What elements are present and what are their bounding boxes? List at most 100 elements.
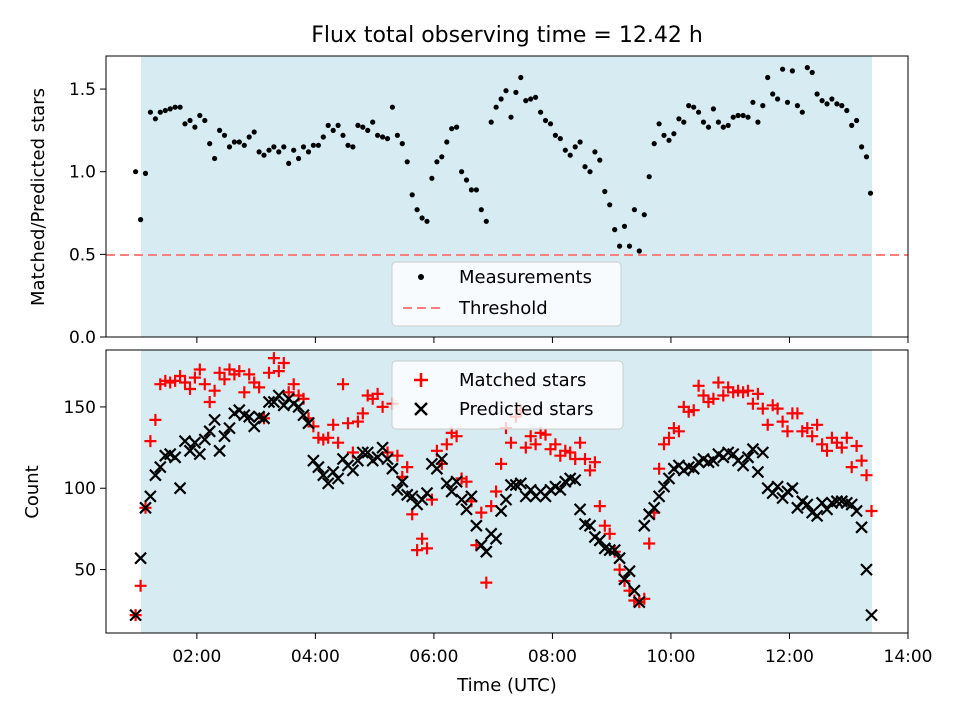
- measurement-point: [384, 136, 391, 142]
- predicted-star-point: [820, 503, 834, 516]
- matched-star-point: [746, 397, 759, 410]
- measurement-point: [355, 122, 361, 128]
- y-tick-label: 0.5: [69, 245, 96, 265]
- predicted-star-point: [657, 480, 671, 493]
- measurement-point: [152, 116, 158, 122]
- predicted-star-point: [317, 468, 330, 482]
- measurement-point: [867, 190, 874, 196]
- measurement-point: [404, 159, 410, 165]
- matched-star-point: [742, 384, 754, 397]
- matched-star-point: [529, 438, 542, 451]
- matched-star-point: [218, 373, 231, 386]
- measurement-point: [439, 154, 445, 160]
- top-y-ticks: 0.0 0.5 1.0 1.5: [69, 80, 106, 348]
- matched-star-point: [781, 425, 794, 438]
- matched-star-point: [203, 396, 216, 408]
- matched-star-point: [771, 402, 784, 415]
- predicted-star-point: [183, 444, 197, 458]
- matched-star-point: [697, 389, 710, 402]
- matched-star-point: [391, 449, 404, 462]
- figure-title: Flux total observing time = 12.42 h: [311, 23, 703, 48]
- matched-star-point: [584, 464, 596, 477]
- measurement-point: [370, 119, 376, 125]
- predicted-star-point: [440, 477, 454, 490]
- measurement-point: [414, 207, 420, 213]
- predicted-star-point: [376, 441, 389, 454]
- predicted-star-point: [633, 595, 646, 609]
- predicted-star-point: [346, 464, 360, 477]
- matched-star-point: [238, 386, 251, 399]
- bottom-x-ticks: 02:00 04:00 06:00 08:00 10:00 12:00 14:00: [172, 633, 933, 667]
- measurement-point: [562, 147, 568, 153]
- measurement-point: [829, 96, 835, 102]
- predicted-star-point: [178, 434, 192, 448]
- matched-star-point: [208, 384, 221, 397]
- measurement-point: [434, 159, 440, 165]
- measurement-point: [167, 106, 173, 112]
- matched-star-point: [327, 418, 340, 431]
- bottom-legend-box: [391, 360, 624, 430]
- matched-star-point: [475, 506, 488, 519]
- predicted-star-point: [277, 399, 291, 412]
- measurement-point: [646, 174, 652, 180]
- matched-star-point: [282, 386, 295, 399]
- predicted-star-point: [746, 442, 760, 456]
- predicted-star-point: [514, 477, 528, 490]
- measurement-point: [454, 124, 460, 130]
- predicted-star-point: [603, 543, 616, 557]
- predicted-star-point: [494, 504, 508, 518]
- predicted-star-point: [751, 465, 765, 479]
- measurement-point: [538, 109, 544, 115]
- predicted-star-point: [445, 485, 458, 498]
- predicted-star-point: [420, 486, 434, 500]
- measurement-point: [691, 104, 697, 110]
- predicted-star-point: [247, 420, 261, 433]
- predicted-star-point: [791, 501, 804, 515]
- measurement-point: [335, 122, 341, 128]
- top-axes-frame: [105, 55, 909, 338]
- measurement-point: [271, 144, 277, 150]
- measurement-point: [478, 207, 484, 213]
- predicted-star-point: [736, 459, 750, 472]
- measurement-point: [676, 116, 682, 122]
- measurement-point: [755, 119, 761, 125]
- measurement-point: [775, 96, 781, 102]
- measurement-point: [567, 152, 573, 158]
- predicted-star-point: [573, 503, 587, 516]
- measurement-point: [518, 74, 524, 81]
- measurement-point: [715, 119, 722, 125]
- predicted-star-point: [568, 473, 582, 487]
- measurement-point: [207, 141, 213, 147]
- measurement-point: [340, 132, 346, 138]
- bottom-y-axis-label: Count: [22, 465, 43, 518]
- measurement-point: [607, 202, 613, 208]
- measurement-point: [661, 132, 667, 138]
- measurement-point: [557, 136, 563, 142]
- top-y-axis-label: Matched/Predicted stars: [28, 88, 49, 306]
- matched-star-point: [850, 440, 863, 452]
- predicted-star-point: [351, 454, 365, 467]
- measurement-point: [330, 127, 336, 133]
- measurement-point: [276, 149, 282, 155]
- matched-star-point: [277, 357, 290, 369]
- predicted-star-point: [776, 491, 789, 505]
- matched-star-point: [712, 376, 725, 389]
- measurement-point: [503, 88, 509, 94]
- x-tick-label: 06:00: [409, 647, 458, 667]
- matched-star-point: [322, 431, 335, 444]
- predicted-star-point: [292, 400, 305, 414]
- measurement-point: [780, 66, 786, 72]
- predicted-star-point: [139, 501, 152, 515]
- measurement-point: [231, 139, 237, 145]
- measurement-point: [760, 103, 766, 109]
- predicted-star-point: [129, 608, 142, 622]
- bottom-axes-frame: [105, 349, 909, 634]
- measurement-point: [508, 114, 514, 120]
- predicted-star-point: [613, 551, 626, 565]
- matched-star-point: [272, 365, 285, 378]
- measurement-point: [488, 119, 494, 125]
- matched-star-point: [267, 352, 280, 365]
- matched-star-point: [598, 519, 611, 532]
- predicted-star-point: [830, 495, 844, 508]
- measurement-point: [794, 103, 801, 109]
